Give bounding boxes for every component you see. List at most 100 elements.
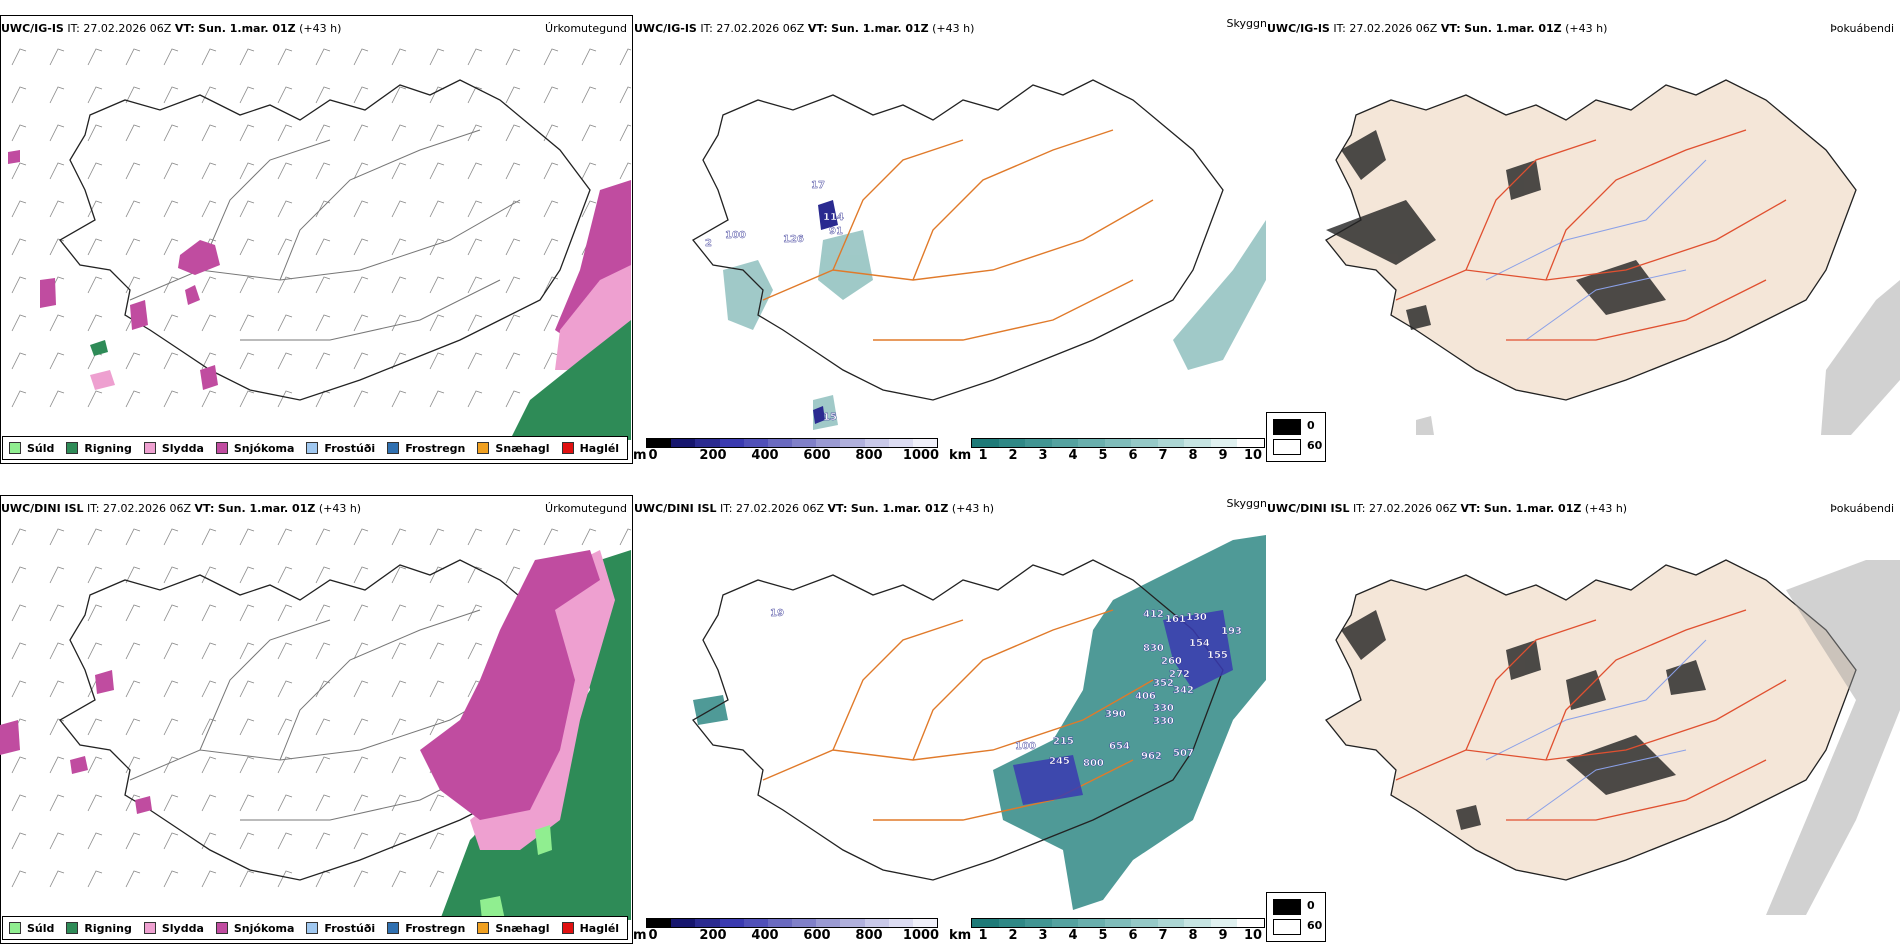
wind-barb <box>163 528 179 546</box>
wind-barb <box>11 566 27 584</box>
fog-key-swatch <box>1273 919 1301 935</box>
ceiling-label: 245 <box>1049 756 1070 767</box>
wind-barb <box>315 162 331 180</box>
legend-label: Rigning <box>84 441 132 455</box>
vt-value: Sun. 1.mar. 01Z <box>198 22 296 35</box>
wind-barb <box>201 48 217 66</box>
offshore-fog <box>1766 560 1900 915</box>
wind-barb <box>239 352 255 370</box>
legend-swatch <box>9 922 21 934</box>
rain-areas <box>90 320 631 440</box>
vt-value: Sun. 1.mar. 01Z <box>1483 502 1582 515</box>
snow-areas <box>0 550 600 820</box>
wind-barb <box>467 390 483 408</box>
wind-barb <box>277 680 293 698</box>
visibility-map: 19 412 130 161 193 154 155 830 260 272 3… <box>692 535 1266 910</box>
wind-barb <box>391 566 407 584</box>
wind-barb <box>87 200 103 218</box>
it-label: IT: <box>720 502 733 515</box>
wind-barb <box>619 124 631 142</box>
visibility-tick: 8 <box>1188 448 1198 463</box>
model-name: UWC/IG-IS <box>1267 22 1330 35</box>
wind-barb <box>353 124 369 142</box>
it-value: 27.02.2026 06Z <box>103 502 192 515</box>
wind-barb <box>49 642 65 660</box>
wind-barb <box>87 86 103 104</box>
low-ceiling-areas <box>1013 610 1233 805</box>
wind-barb <box>315 870 331 888</box>
precip-legend: Súld Rigning Slydda Snjókoma Frostúði Fr… <box>2 916 629 940</box>
wind-barb <box>201 718 217 736</box>
wind-barb <box>277 604 293 622</box>
panel-title: Skyggni <box>1226 497 1266 510</box>
wind-barb <box>315 238 331 256</box>
wind-barbs <box>11 48 631 408</box>
legend-item: Súld <box>9 922 54 935</box>
it-value: 27.02.2026 06Z <box>736 502 825 515</box>
legend-label: Slydda <box>161 441 204 455</box>
wind-barb <box>239 832 255 850</box>
legend-label: Haglél <box>579 441 620 455</box>
wind-barb <box>277 48 293 66</box>
wind-barb <box>239 162 255 180</box>
wind-barb <box>239 276 255 294</box>
wind-barb <box>201 314 217 332</box>
ceiling-label: 352 <box>1153 678 1174 689</box>
wind-barb <box>125 200 141 218</box>
height-colorbar: m 0 200 400 600 800 1000 <box>633 918 948 950</box>
legend-label: Snjókoma <box>233 921 295 935</box>
wind-barb <box>315 86 331 104</box>
legend-item: Haglél <box>561 441 620 455</box>
wind-barb <box>11 162 27 180</box>
it-value: 27.02.2026 06Z <box>83 22 172 35</box>
ceiling-label: 215 <box>1053 736 1074 747</box>
wind-barb <box>467 314 483 332</box>
wind-barb <box>315 276 331 294</box>
wind-barb <box>11 604 27 622</box>
ceiling-label: 272 <box>1169 669 1190 680</box>
offshore-fog <box>1416 280 1900 435</box>
wind-barb <box>163 832 179 850</box>
wind-barb <box>353 756 369 774</box>
wind-barb <box>49 314 65 332</box>
wind-barb <box>581 200 597 218</box>
wind-barb <box>163 794 179 812</box>
river-network <box>1485 159 1707 341</box>
wind-barb <box>87 162 103 180</box>
wind-barb <box>87 756 103 774</box>
fog-key-swatch <box>1273 439 1301 455</box>
wind-barb <box>277 718 293 736</box>
wind-barb <box>239 756 255 774</box>
wind-barb <box>11 642 27 660</box>
fog-key-label: 60 <box>1307 439 1323 452</box>
wind-barb <box>353 604 369 622</box>
wind-barb <box>49 200 65 218</box>
wind-barb <box>201 86 217 104</box>
wind-barb <box>49 870 65 888</box>
height-tick: 0 <box>648 928 658 943</box>
legend-item: Slydda <box>143 922 204 935</box>
wind-barb <box>315 566 331 584</box>
wind-barb <box>11 870 27 888</box>
wind-barb <box>163 718 179 736</box>
ceiling-label: 342 <box>1173 685 1194 696</box>
wind-barb <box>87 718 103 736</box>
wind-barb <box>201 162 217 180</box>
wind-barb <box>163 238 179 256</box>
wind-barb <box>391 124 407 142</box>
ceiling-label: 91 <box>829 226 843 237</box>
wind-barb <box>429 794 445 812</box>
wind-barb <box>277 832 293 850</box>
wind-barb <box>429 200 445 218</box>
panel-title: Skyggni <box>1226 17 1266 30</box>
sleet-areas <box>90 265 631 390</box>
wind-barb <box>87 642 103 660</box>
wind-barb <box>429 276 445 294</box>
wind-barb <box>429 870 445 888</box>
panel-title: Þokuábendi <box>1830 22 1894 35</box>
wind-barb <box>125 238 141 256</box>
wind-barb <box>201 604 217 622</box>
height-tick: 200 <box>699 928 727 943</box>
wind-barb <box>239 200 255 218</box>
wind-barb <box>163 642 179 660</box>
